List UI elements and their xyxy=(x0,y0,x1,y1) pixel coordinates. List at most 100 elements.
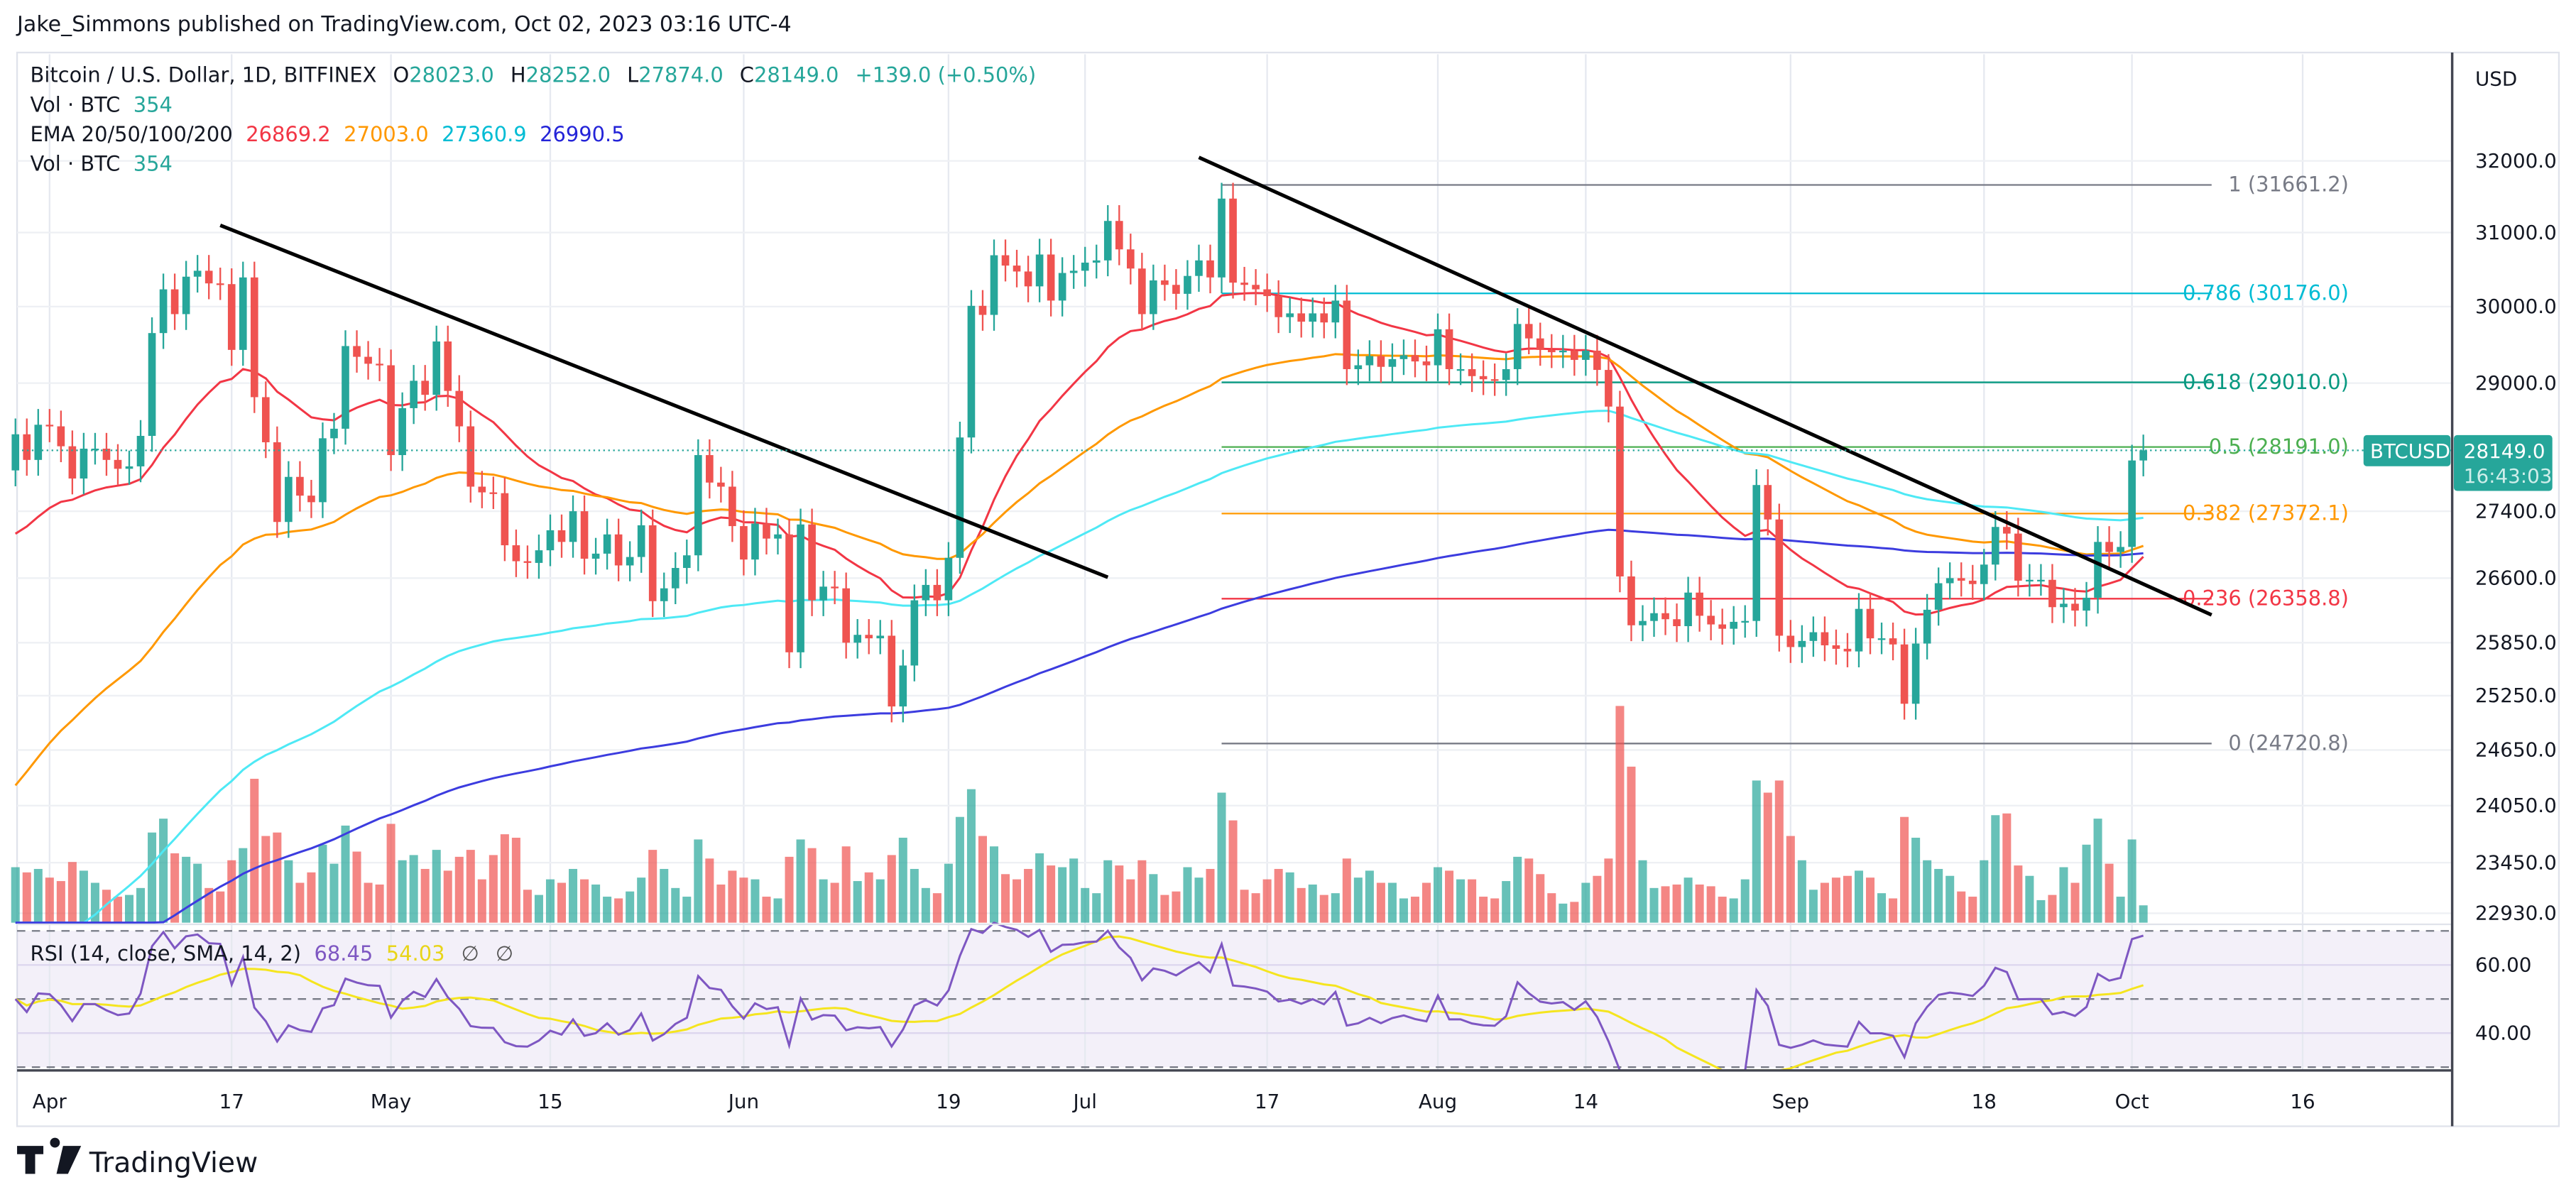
candle-body xyxy=(114,459,122,469)
candle-body xyxy=(1821,632,1829,645)
candle xyxy=(1309,297,1317,338)
candle-body xyxy=(1775,519,1784,636)
volume-bar xyxy=(1627,766,1636,923)
volume-bar xyxy=(250,778,259,923)
candle xyxy=(1741,605,1750,638)
volume-bar xyxy=(853,881,862,923)
candle-body xyxy=(1627,576,1635,625)
candle xyxy=(80,432,88,495)
candle xyxy=(933,569,942,616)
candle xyxy=(1331,285,1340,339)
candle-body xyxy=(1422,361,1431,366)
volume-bar xyxy=(1524,858,1534,923)
candle-body xyxy=(819,586,827,601)
candle-body xyxy=(102,448,111,460)
candle xyxy=(1479,360,1488,395)
legend-volume-2: Vol · BTC 354 xyxy=(31,152,173,176)
candle xyxy=(956,422,964,574)
volume-bar xyxy=(637,877,646,923)
volume-bar xyxy=(1774,780,1784,923)
candle xyxy=(763,508,770,554)
volume-bar xyxy=(1661,886,1670,923)
candle xyxy=(1388,343,1397,383)
candle xyxy=(580,495,589,575)
candle xyxy=(2037,564,2045,596)
candle-body xyxy=(1115,221,1123,250)
last-price-text: 28149.0 xyxy=(2464,439,2545,463)
y-tick-label: 24650.0 xyxy=(2475,738,2557,762)
candle-body xyxy=(1388,359,1397,367)
volume-bar xyxy=(1024,868,1033,923)
candle xyxy=(1138,253,1146,330)
trendline[interactable] xyxy=(1198,155,2212,617)
volume-bar xyxy=(307,872,316,923)
candle xyxy=(614,518,623,581)
volume-bar xyxy=(1900,816,1909,923)
fib-retracement[interactable]: 1 (31661.2) 0.786 (30176.0) 0.618 (29010.0… xyxy=(1221,173,2349,755)
volume-bar xyxy=(2025,875,2034,923)
candle-body xyxy=(1605,370,1612,407)
candle-body xyxy=(2105,542,2113,552)
candle xyxy=(1399,339,1408,376)
candle xyxy=(944,542,953,616)
candle-body xyxy=(546,530,555,551)
volume-bar xyxy=(511,838,520,923)
candle-body xyxy=(580,511,589,559)
volume-bar xyxy=(1456,879,1466,923)
volume-bar xyxy=(944,863,953,923)
trendline[interactable] xyxy=(219,223,1109,579)
candle xyxy=(342,330,349,445)
candle-body xyxy=(410,381,417,408)
volume-bar xyxy=(67,862,77,923)
candle xyxy=(1798,625,1806,663)
volume-bar xyxy=(261,836,271,923)
time-axis[interactable]: Apr 17 May 15 Jun 19 Jul 17 Aug 14 Sep 18 Oct 16 xyxy=(33,1090,2315,1113)
candle-body xyxy=(1752,485,1761,621)
candle xyxy=(1377,340,1385,383)
candle xyxy=(1069,255,1078,289)
volume-bar xyxy=(2014,865,2023,923)
candle xyxy=(125,450,133,485)
volume-bar xyxy=(193,863,202,923)
candle-body xyxy=(1968,580,1977,584)
candle-body xyxy=(1456,368,1465,371)
trendlines[interactable] xyxy=(219,155,2212,617)
candle xyxy=(819,571,827,616)
candle-body xyxy=(1263,289,1271,297)
candle xyxy=(1434,313,1442,381)
candle xyxy=(1855,593,1863,667)
candle-body xyxy=(1013,266,1021,272)
candle xyxy=(1081,246,1089,287)
tradingview-logo[interactable]: TradingView xyxy=(17,1137,258,1180)
candle xyxy=(91,432,99,465)
candle xyxy=(1343,285,1351,385)
candle xyxy=(1468,353,1476,393)
volume-bar xyxy=(1081,887,1090,923)
candle xyxy=(1161,264,1169,301)
candle-body xyxy=(614,534,623,566)
volume-bar xyxy=(1923,860,1932,923)
candle-body xyxy=(1855,608,1863,652)
candle xyxy=(1218,182,1226,294)
candle xyxy=(307,479,315,518)
volume-bar xyxy=(2070,882,2080,923)
volume-bar xyxy=(466,850,475,923)
candle xyxy=(57,410,65,462)
volume-bar xyxy=(875,879,885,923)
candle-body xyxy=(285,476,293,523)
volume-bar xyxy=(1866,877,1875,923)
candle-body xyxy=(1980,564,1988,584)
candle xyxy=(1103,205,1112,277)
candle xyxy=(1809,616,1818,657)
candle-body xyxy=(1092,260,1101,263)
volume-bar xyxy=(79,870,88,923)
candle xyxy=(148,317,156,452)
volume-bar xyxy=(796,839,805,923)
volume-bar xyxy=(22,872,31,923)
candle xyxy=(1752,469,1761,638)
candle xyxy=(1126,234,1135,285)
volume-bar xyxy=(2082,844,2091,923)
volume-bar xyxy=(1490,898,1500,923)
price-axis[interactable]: 32000.0 31000.0 30000.0 29000.0 27400.0 26600… xyxy=(2475,149,2557,1045)
